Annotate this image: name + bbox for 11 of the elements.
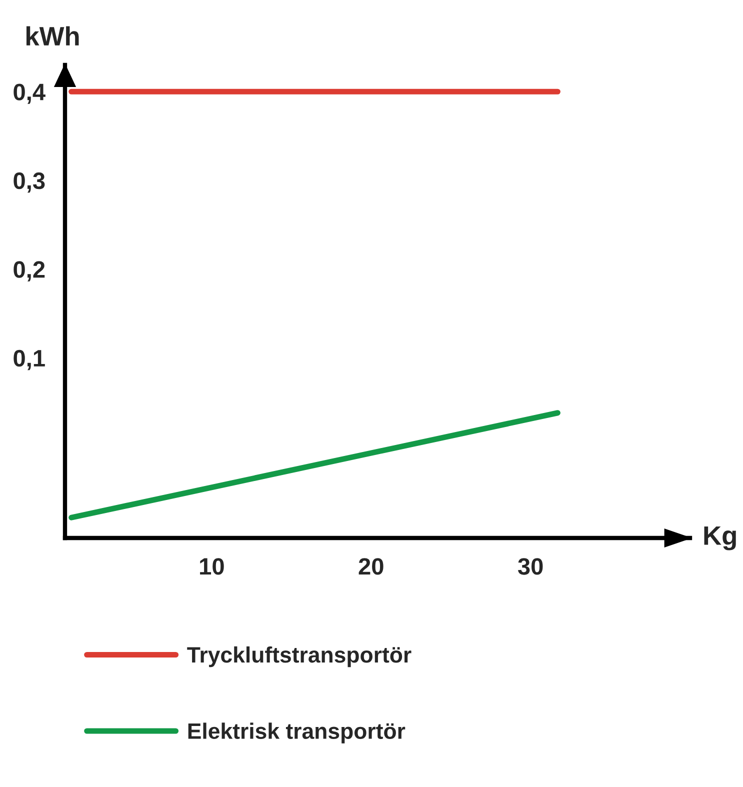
x-axis-title: Kg — [704, 526, 736, 550]
legend-label: Elektrisk transportör — [188, 722, 406, 744]
y-tick-label: 0,4 — [14, 84, 46, 104]
y-tick-label: 0,3 — [14, 172, 45, 193]
legend-label: Tryckluftstransportör — [187, 646, 412, 668]
x-tick-label: 20 — [358, 558, 384, 575]
x-tick-label: 10 — [200, 558, 224, 575]
x-tick-label: 30 — [518, 558, 543, 575]
y-tick-label: 0,2 — [14, 261, 45, 282]
y-axis-title: kWh — [26, 26, 79, 46]
y-tick-label: 0,1 — [14, 350, 45, 370]
